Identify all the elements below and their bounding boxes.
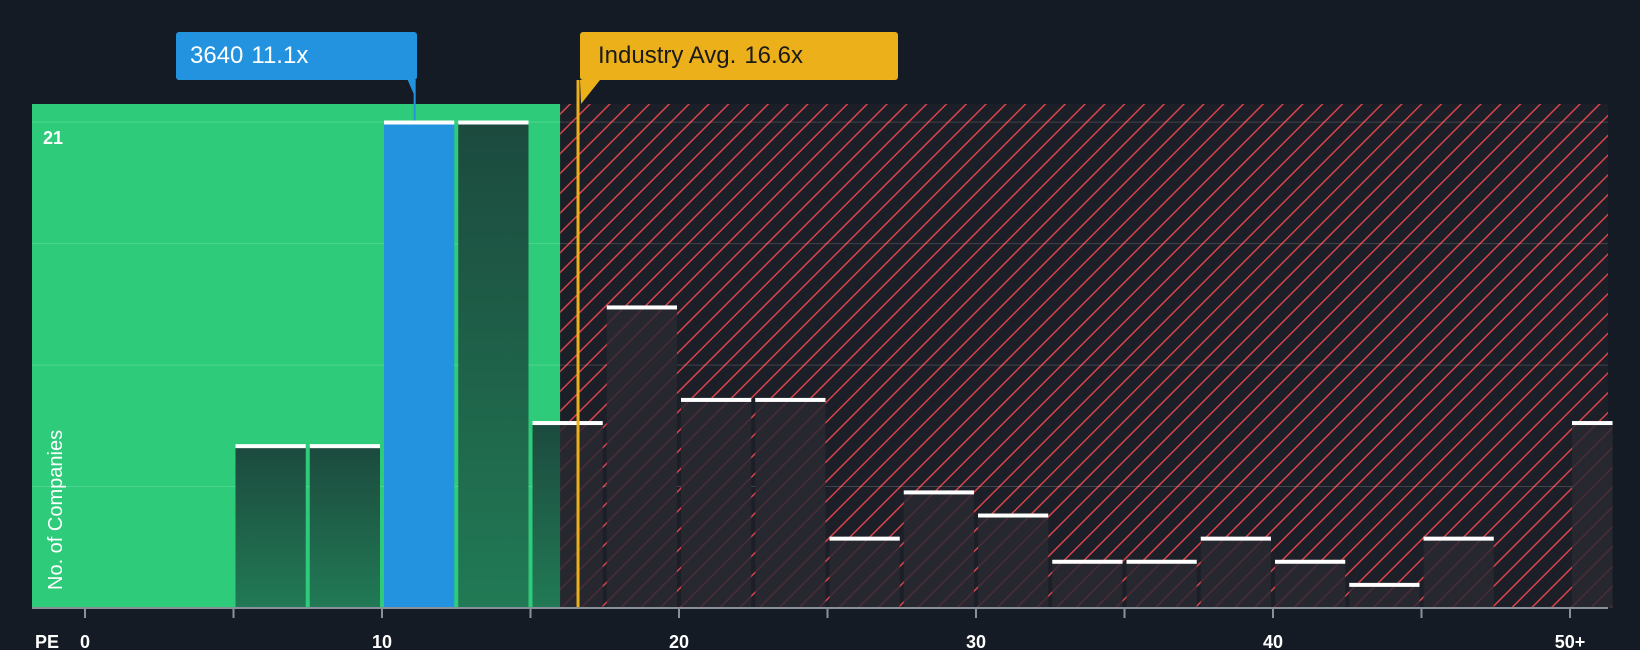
x-tick-label: 50+ <box>1555 632 1586 650</box>
bar <box>1349 582 1420 608</box>
bar-fill <box>755 399 826 608</box>
bar <box>829 536 900 608</box>
bar <box>309 444 380 608</box>
bar-fill <box>903 492 974 608</box>
bar <box>755 397 826 608</box>
bar-top <box>1275 559 1346 564</box>
markers <box>407 80 600 608</box>
industry-avg-label: Industry Avg. <box>598 42 737 69</box>
bar-fill <box>606 307 677 608</box>
bar <box>1423 536 1494 608</box>
x-tick-label: 0 <box>80 632 90 650</box>
bar-fill <box>1572 423 1613 608</box>
bar-top <box>606 305 677 310</box>
bar-top <box>1126 559 1197 564</box>
y-axis-label: No. of Companies <box>45 430 67 590</box>
x-tick-label: 40 <box>1263 632 1283 650</box>
bar-top <box>829 536 900 541</box>
bar-fill <box>829 538 900 608</box>
bar-fill <box>1052 561 1123 608</box>
bar-top <box>458 120 529 125</box>
bar-fill <box>1423 538 1494 608</box>
bar-top <box>1572 421 1613 426</box>
bar-top <box>681 397 752 402</box>
bar <box>458 120 529 608</box>
bar <box>384 120 455 608</box>
company-pe-value: 11.1x <box>251 42 309 69</box>
bar-fill <box>458 122 529 608</box>
industry-callout-pointer <box>580 80 600 104</box>
company-pe-callout: 3640 11.1x <box>176 32 417 80</box>
bar-top <box>1200 536 1271 541</box>
bar-top <box>384 120 455 125</box>
industry-avg-value: 16.6x <box>744 42 804 69</box>
bar-fill <box>235 446 306 608</box>
bar-top <box>1052 559 1123 564</box>
bar <box>1126 559 1197 608</box>
x-tick-label: 20 <box>669 632 689 650</box>
bar-top <box>903 490 974 495</box>
bar <box>532 421 603 608</box>
bar-fill <box>978 515 1049 608</box>
x-tick-label: 30 <box>966 632 986 650</box>
bar-fill <box>309 446 380 608</box>
bar <box>1572 421 1613 608</box>
bar-fill <box>1275 561 1346 608</box>
company-callout-pointer <box>407 80 416 96</box>
bar-top <box>309 444 380 449</box>
company-ticker: 3640 <box>190 42 244 69</box>
bar-fill <box>532 423 561 608</box>
bar <box>978 513 1049 608</box>
y-tick-label: 21 <box>43 128 63 148</box>
bar-fill <box>560 423 603 608</box>
bar <box>903 490 974 608</box>
bar <box>1200 536 1271 608</box>
bar <box>235 444 306 608</box>
bar-top <box>978 513 1049 518</box>
bar-fill <box>384 122 455 608</box>
bars <box>235 120 1613 608</box>
bar <box>681 397 752 608</box>
bar-top <box>1423 536 1494 541</box>
bar-fill <box>681 399 752 608</box>
bar <box>606 305 677 608</box>
bar-top <box>755 397 826 402</box>
bar-fill <box>1126 561 1197 608</box>
bar-fill <box>1349 584 1420 608</box>
x-tick-label: 10 <box>372 632 392 650</box>
industry-avg-callout: Industry Avg. 16.6x <box>580 32 898 80</box>
bar-top <box>532 421 603 426</box>
bar <box>1275 559 1346 608</box>
bar-top <box>1349 582 1420 587</box>
bar-top <box>235 444 306 449</box>
bar <box>1052 559 1123 608</box>
bar-fill <box>1200 538 1271 608</box>
x-axis-label: PE <box>35 632 59 650</box>
x-axis: 0 10 20 30 40 50+ <box>32 607 1608 650</box>
